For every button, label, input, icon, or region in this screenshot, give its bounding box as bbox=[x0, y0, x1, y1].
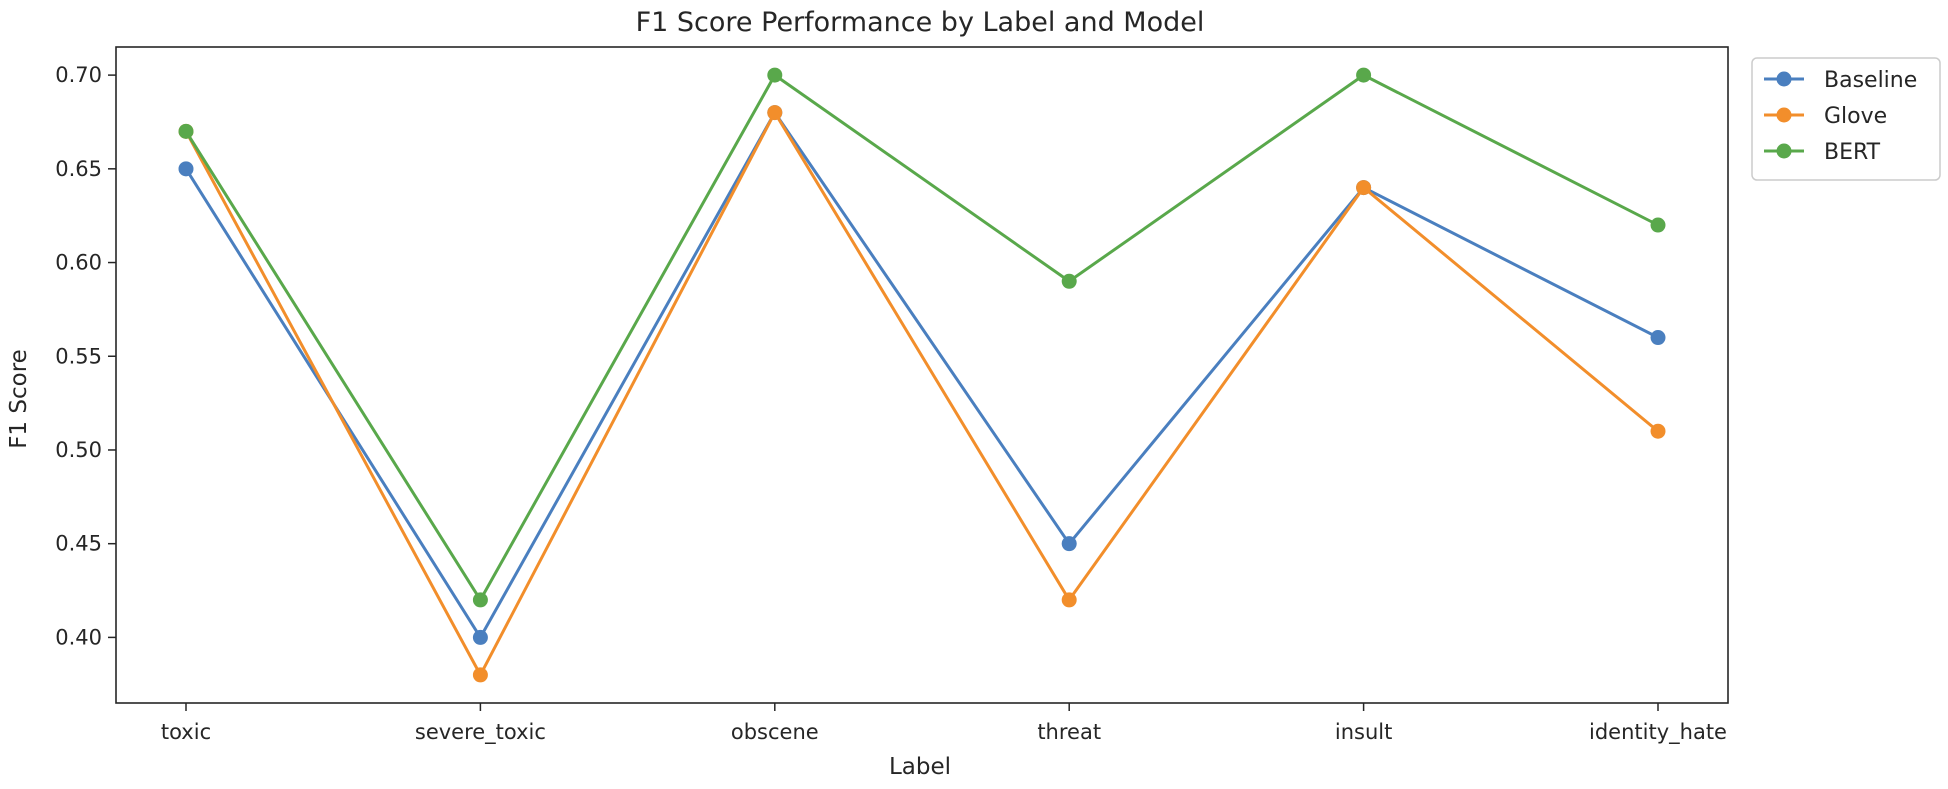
data-point-glove bbox=[1356, 180, 1372, 196]
data-point-baseline bbox=[178, 161, 194, 177]
data-point-bert bbox=[767, 67, 783, 83]
plot-area: 0.40 0.45 0.50 0.55 0.60 0.65 0.70 toxic severe_… bbox=[55, 46, 1729, 745]
x-tick-label: toxic bbox=[161, 720, 211, 744]
data-point-bert bbox=[472, 592, 488, 608]
y-tick-label: 0.45 bbox=[55, 532, 102, 556]
data-point-baseline bbox=[1061, 536, 1077, 552]
legend-label-bert: BERT bbox=[1824, 140, 1881, 165]
x-tick-label: obscene bbox=[731, 720, 819, 744]
data-point-glove bbox=[1650, 423, 1666, 439]
legend-marker-bert bbox=[1776, 143, 1792, 159]
legend-label-glove: Glove bbox=[1824, 104, 1887, 129]
data-point-bert bbox=[1356, 67, 1372, 83]
data-point-glove bbox=[1061, 592, 1077, 608]
series-line-glove bbox=[184, 111, 1659, 677]
x-tick-label: severe_toxic bbox=[415, 720, 546, 745]
x-tick-label: insult bbox=[1335, 720, 1392, 744]
data-point-bert bbox=[178, 123, 194, 139]
plot-frame bbox=[115, 46, 1729, 704]
series-line-baseline bbox=[184, 111, 1659, 639]
y-tick-label: 0.65 bbox=[55, 157, 102, 181]
data-point-glove bbox=[472, 667, 488, 683]
legend-marker-glove bbox=[1776, 107, 1792, 123]
y-tick-label: 0.70 bbox=[55, 63, 102, 87]
chart-title: F1 Score Performance by Label and Model bbox=[636, 7, 1205, 38]
x-axis-label: Label bbox=[889, 754, 951, 780]
y-tick-label: 0.40 bbox=[55, 625, 102, 649]
legend: Baseline Glove BERT bbox=[1751, 57, 1941, 181]
legend-label-baseline: Baseline bbox=[1824, 68, 1917, 93]
x-tick-label: threat bbox=[1037, 720, 1101, 744]
data-point-baseline bbox=[472, 629, 488, 645]
legend-marker-baseline bbox=[1776, 71, 1792, 87]
data-point-bert bbox=[1061, 273, 1077, 289]
y-tick-label: 0.55 bbox=[55, 344, 102, 368]
y-axis-label: F1 Score bbox=[6, 349, 32, 449]
y-tick-label: 0.50 bbox=[55, 438, 102, 462]
data-point-bert bbox=[1650, 217, 1666, 233]
y-tick-label: 0.60 bbox=[55, 251, 102, 275]
data-point-glove bbox=[767, 105, 783, 121]
x-tick-label: identity_hate bbox=[1589, 720, 1727, 745]
series-line-bert bbox=[184, 73, 1659, 602]
data-point-baseline bbox=[1650, 330, 1666, 346]
